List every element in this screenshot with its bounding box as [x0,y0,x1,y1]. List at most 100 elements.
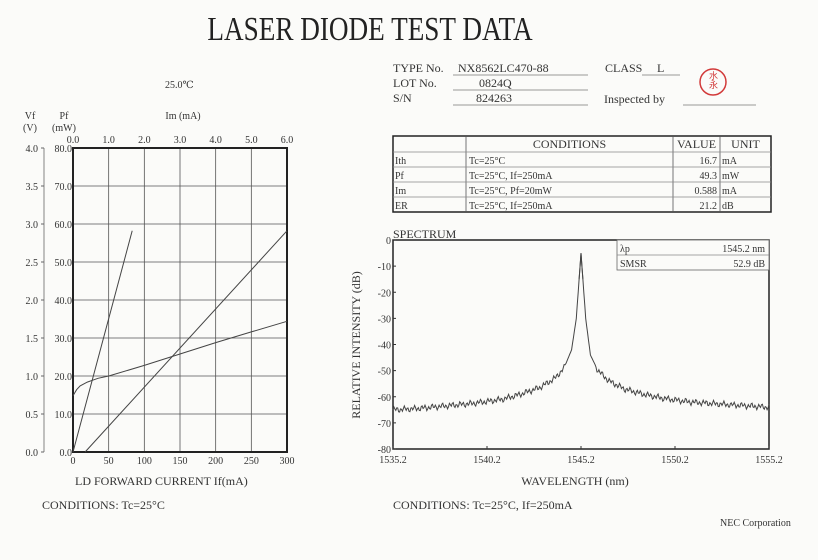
y-tick-label: -70 [378,419,391,430]
type-value: NX8562LC470-88 [458,61,549,75]
table-cell-param: Ith [395,156,406,167]
x-tick-label: 1535.2 [379,455,407,466]
vf-tick-label: 2.0 [26,296,39,307]
pf-tick-label: 80.0 [55,144,73,155]
results-table: CONDITIONS VALUE UNIT Ith Tc=25°C 16.7 mA Pf Tc=… [392,135,772,213]
table-cell-param: Im [395,186,406,197]
page-title: LASER DIODE TEST DATA [207,10,532,48]
table-cell-conditions: Tc=25°C, If=250mA [469,171,553,182]
type-label: TYPE No. [393,61,444,75]
y-tick-label: -80 [378,445,391,456]
table-cell-conditions: Tc=25°C, If=250mA [469,201,553,212]
im-tick-label: 6.0 [281,135,294,146]
vf-tick-label: 4.0 [26,144,39,155]
x-tick-label: 0 [71,456,76,467]
annotation-value: 52.9 dB [733,259,765,270]
im-tick-label: 5.0 [245,135,258,146]
im-tick-label: 1.0 [102,135,115,146]
annotation-label: SMSR [620,259,647,270]
pf-vs-if-line [84,230,288,453]
pf-tick-label: 50.0 [55,258,73,269]
table-cell-unit: mW [722,171,740,182]
x-tick-label: 1545.2 [567,455,595,466]
lot-value: 0824Q [479,76,512,90]
table-cell-conditions: Tc=25°C [469,156,505,167]
pf-axis-label: Pf [60,111,70,122]
table-cell-value: 21.2 [700,201,718,212]
vf-axis-unit: (V) [23,123,37,134]
pf-vs-im-line [72,230,133,453]
annotation-value: 1545.2 nm [722,244,765,255]
y-tick-label: -10 [378,262,391,273]
class-label: CLASS [605,61,642,75]
vf-tick-label: 1.0 [26,372,39,383]
sn-value: 824263 [476,91,512,105]
x-tick-label: 1555.2 [755,455,783,466]
spectrum-y-axis-label: RELATIVE INTENSITY (dB) [349,271,363,419]
vf-axis-label: Vf [25,111,36,122]
x-tick-label: 200 [208,456,223,467]
pf-tick-label: 20.0 [55,372,73,383]
pf-tick-label: 40.0 [55,296,73,307]
table-cell-unit: mA [722,156,738,167]
spectrum-trace [392,253,770,413]
vf-tick-label: 3.5 [26,182,39,193]
im-tick-label: 2.0 [138,135,151,146]
pf-tick-label: 30.0 [55,334,73,345]
device-info: TYPE No. NX8562LC470-88 LOT No. 0824Q S/… [393,61,756,106]
y-tick-label: 0 [386,236,391,247]
footer-company: NEC Corporation [720,518,791,529]
pf-tick-label: 10.0 [55,410,73,421]
inspector-stamp: 水永 [699,68,727,96]
im-axis-label: Im (mA) [165,111,200,122]
annotation-label: λp [620,244,630,255]
table-header-2: VALUE [677,137,716,151]
table-cell-value: 16.7 [700,156,718,167]
pf-tick-label: 60.0 [55,220,73,231]
spectrum-title: SPECTRUM [393,227,457,241]
x-tick-label: 100 [137,456,152,467]
y-tick-label: -20 [378,288,391,299]
plot-frame [392,239,770,450]
y-tick-label: -50 [378,367,391,378]
spectrum-peak [578,253,584,280]
table-cell-conditions: Tc=25°C, Pf=20mW [469,186,552,197]
inspected-by-label: Inspected by [604,92,665,106]
vf-tick-label: 0.5 [26,410,39,421]
class-value: L [657,61,664,75]
im-tick-label: 0.0 [67,135,80,146]
x-tick-label: 300 [280,456,295,467]
x-tick-label: 150 [173,456,188,467]
x-tick-label: 1540.2 [473,455,501,466]
stamp-text: 水永 [708,70,718,89]
pf-tick-label: 0.0 [60,448,73,459]
y-tick-label: -30 [378,314,391,325]
temperature-label: 25.0℃ [165,80,194,91]
spectrum-x-axis-label: WAVELENGTH (nm) [521,474,628,488]
table-cell-value: 0.588 [695,186,718,197]
y-tick-label: -40 [378,341,391,352]
table-header-3: UNIT [731,137,760,151]
pf-tick-label: 70.0 [55,182,73,193]
y-tick-label: -60 [378,393,391,404]
sn-label: S/N [393,91,412,105]
plot-frame [72,147,288,453]
table-cell-param: ER [395,201,408,212]
x-tick-label: 50 [104,456,114,467]
pf-axis-unit: (mW) [52,123,76,134]
right-conditions: CONDITIONS: Tc=25°C, If=250mA [393,498,573,512]
vf-tick-label: 0.0 [26,448,39,459]
left-conditions: CONDITIONS: Tc=25°C [42,498,165,512]
x-tick-label: 1550.2 [661,455,689,466]
li-iv-chart: 0 50 100 150 200 250 300 0.0 1.0 2.0 3.0 4.0 5.0 6.0 0… [23,111,294,467]
table-cell-unit: mA [722,186,738,197]
lot-label: LOT No. [393,76,437,90]
vf-tick-label: 3.0 [26,220,39,231]
table-header-1: CONDITIONS [533,137,606,151]
vf-vs-if-curve [72,320,288,397]
table-cell-param: Pf [395,171,405,182]
table-border [392,135,772,213]
